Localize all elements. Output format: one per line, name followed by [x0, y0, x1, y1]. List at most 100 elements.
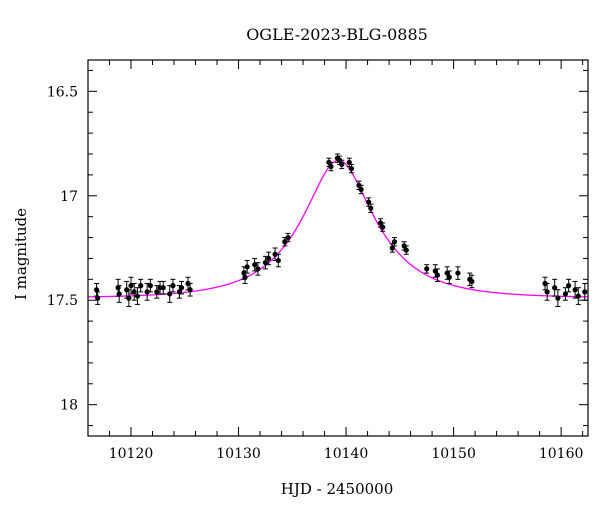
data-marker	[95, 295, 101, 301]
plot-frame	[87, 59, 589, 437]
data-point	[346, 157, 352, 168]
data-marker	[176, 289, 182, 295]
data-point	[424, 264, 430, 274]
data-point	[339, 159, 345, 170]
data-marker	[275, 257, 281, 264]
data-marker	[566, 283, 572, 289]
data-point	[167, 285, 173, 303]
data-point	[138, 278, 144, 293]
data-point	[544, 283, 550, 301]
data-marker	[339, 161, 345, 168]
data-marker	[555, 295, 561, 301]
data-marker	[380, 224, 386, 230]
data-point	[434, 268, 441, 282]
chart-title: OGLE-2023-BLG-0885	[246, 25, 428, 44]
data-marker	[252, 262, 258, 268]
x-axis-label: HJD - 2450000	[281, 480, 394, 498]
model-curve	[87, 159, 589, 298]
data-marker	[266, 255, 272, 262]
data-marker	[116, 291, 122, 297]
x-tick-label: 10150	[431, 446, 476, 462]
data-point	[282, 237, 288, 247]
data-marker	[285, 234, 291, 241]
data-point	[147, 278, 153, 293]
data-point	[358, 184, 364, 195]
data-point	[469, 274, 475, 289]
data-marker	[358, 186, 364, 193]
data-marker	[138, 283, 144, 289]
data-point	[255, 262, 261, 276]
data-point	[262, 255, 269, 270]
data-marker	[455, 270, 461, 276]
data-point	[552, 278, 558, 297]
data-point	[144, 283, 150, 301]
data-marker	[154, 289, 160, 295]
data-marker	[403, 247, 409, 253]
data-marker	[544, 289, 550, 295]
data-marker	[575, 293, 581, 299]
data-marker	[167, 291, 173, 297]
data-point	[555, 289, 561, 307]
axis-ticks	[87, 60, 588, 436]
data-marker	[126, 295, 132, 301]
data-point	[178, 280, 185, 295]
data-marker	[262, 260, 269, 266]
data-marker	[391, 239, 398, 245]
x-tick-label: 10120	[109, 446, 154, 462]
data-marker	[424, 266, 430, 272]
data-marker	[255, 266, 261, 272]
data-marker	[346, 159, 352, 165]
data-point	[562, 287, 569, 301]
data-point	[116, 285, 122, 303]
data-point	[275, 253, 281, 268]
data-point	[160, 280, 166, 295]
data-point	[368, 203, 374, 213]
data-marker	[187, 287, 193, 293]
data-marker	[434, 272, 441, 278]
y-tick-label: 16.5	[47, 84, 78, 100]
data-marker	[348, 166, 355, 172]
data-point	[187, 283, 193, 297]
y-axis-label: I magnitude	[12, 208, 30, 300]
data-point	[244, 260, 250, 274]
data-marker	[147, 283, 153, 289]
data-point	[134, 287, 141, 305]
x-tick-label: 10140	[324, 446, 369, 462]
data-marker	[242, 274, 248, 280]
data-point	[403, 245, 409, 255]
data-point	[95, 291, 101, 305]
data-marker	[160, 285, 166, 291]
data-point	[242, 270, 248, 285]
data-marker	[469, 278, 475, 285]
data-point	[366, 197, 372, 207]
data-point	[266, 251, 272, 266]
data-marker	[444, 270, 450, 276]
data-point	[252, 257, 258, 272]
data-marker	[244, 264, 250, 270]
data-marker	[368, 205, 374, 211]
x-tick-label: 10160	[539, 446, 584, 462]
data-points	[94, 153, 588, 307]
tick-labels: 10120 10130 10140 10150 10160 16.5 17 17.5 18	[47, 84, 584, 462]
data-point	[380, 222, 386, 232]
y-tick-label: 17.5	[47, 293, 78, 309]
y-tick-label: 18	[60, 398, 78, 414]
data-point	[348, 163, 355, 174]
x-tick-label: 10130	[216, 446, 261, 462]
data-marker	[328, 163, 334, 170]
data-marker	[582, 289, 588, 295]
data-point	[566, 278, 572, 293]
data-marker	[144, 289, 150, 295]
data-point	[128, 276, 134, 295]
data-marker	[94, 287, 100, 293]
data-point	[572, 280, 578, 299]
data-marker	[552, 285, 558, 291]
data-marker	[134, 293, 141, 299]
data-marker	[366, 199, 372, 205]
data-marker	[178, 285, 185, 291]
data-point	[131, 283, 137, 301]
data-point	[328, 161, 334, 172]
data-point	[575, 287, 581, 305]
data-point	[446, 270, 452, 285]
